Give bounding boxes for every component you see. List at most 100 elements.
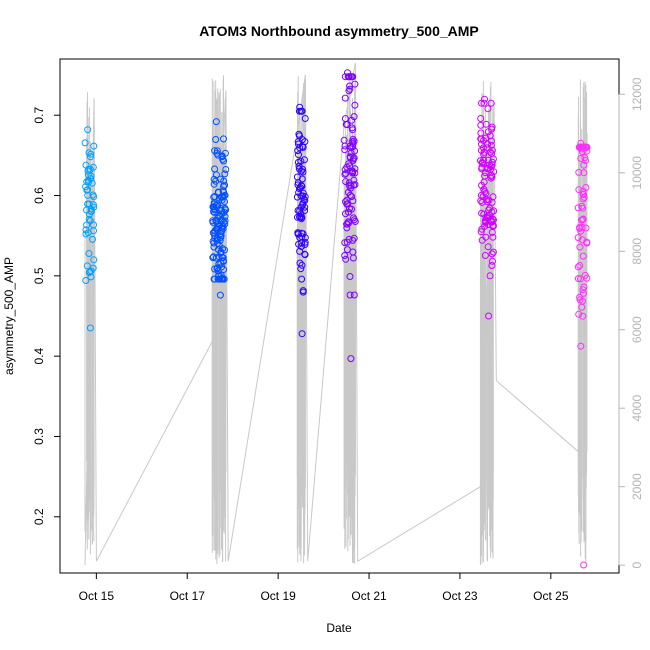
data-point xyxy=(574,234,582,242)
data-point xyxy=(210,193,218,201)
data-point xyxy=(220,157,228,165)
data-point xyxy=(350,113,358,121)
data-point xyxy=(583,147,591,155)
data-point xyxy=(293,193,301,201)
y-axis: 0.2 0.3 0.4 0.5 0.6 0.7 xyxy=(32,107,61,525)
data-point xyxy=(294,207,302,214)
data-point xyxy=(576,243,584,251)
data-point xyxy=(489,221,497,229)
data-point xyxy=(218,196,226,204)
data-point xyxy=(481,188,489,196)
data-point xyxy=(348,124,356,132)
data-point xyxy=(488,123,496,131)
data-point xyxy=(217,232,225,240)
data-point xyxy=(85,269,93,276)
data-point xyxy=(90,256,98,264)
data-point xyxy=(579,143,587,151)
data-point xyxy=(478,181,486,189)
data-point xyxy=(86,217,94,225)
data-point xyxy=(484,156,492,164)
y2-tick-label: 10000 xyxy=(630,156,644,190)
data-point xyxy=(488,171,496,179)
x-axis: Oct 15 Oct 17 Oct 19 Oct 21 Oct 23 Oct 25 xyxy=(79,572,569,603)
y-tick-label: 0.4 xyxy=(32,347,46,364)
data-point xyxy=(85,149,93,157)
data-point xyxy=(298,330,306,338)
data-point xyxy=(301,115,309,122)
data-point xyxy=(222,166,230,173)
data-point xyxy=(85,215,93,223)
data-point xyxy=(344,200,352,208)
chart-title: ATOM3 Northbound asymmetry_500_AMP xyxy=(199,23,479,39)
data-point xyxy=(215,253,223,261)
data-point xyxy=(487,141,495,149)
data-point xyxy=(221,246,228,254)
x-tick-label: Oct 23 xyxy=(442,589,478,603)
data-point xyxy=(209,237,217,245)
data-point xyxy=(298,261,306,269)
data-point xyxy=(87,208,95,215)
data-point xyxy=(482,233,490,241)
data-point xyxy=(84,176,92,184)
y2-tick-label: 2000 xyxy=(630,473,644,500)
data-point xyxy=(349,248,357,256)
data-point xyxy=(221,213,229,221)
data-point xyxy=(342,120,350,128)
data-point xyxy=(87,205,95,213)
data-point xyxy=(341,170,349,178)
data-point xyxy=(295,151,302,159)
data-point xyxy=(580,161,588,169)
data-point xyxy=(487,174,495,182)
line-series xyxy=(84,62,588,566)
plot-frame xyxy=(59,58,620,574)
data-point xyxy=(477,197,485,205)
data-point xyxy=(579,190,587,198)
y-tick-label: 0.7 xyxy=(32,107,46,124)
data-point xyxy=(220,182,227,190)
data-point xyxy=(477,228,485,236)
data-point xyxy=(487,99,495,107)
data-point xyxy=(221,170,229,178)
data-point xyxy=(574,204,582,212)
y2-tick-label: 8000 xyxy=(630,238,644,265)
data-point xyxy=(301,234,309,242)
data-point xyxy=(489,233,497,241)
data-point xyxy=(89,235,96,243)
x-tick-label: Oct 17 xyxy=(170,589,206,603)
data-point xyxy=(488,146,496,154)
data-point xyxy=(297,215,305,223)
data-point xyxy=(342,178,350,186)
data-point xyxy=(87,153,94,161)
point-series xyxy=(81,69,591,569)
data-point xyxy=(341,94,349,102)
data-point xyxy=(210,253,217,261)
data-point xyxy=(89,201,97,209)
data-point xyxy=(211,193,219,200)
y-tick-label: 0.6 xyxy=(32,187,46,204)
data-point xyxy=(341,146,349,154)
data-point xyxy=(480,151,488,159)
data-point xyxy=(576,262,584,269)
data-point xyxy=(349,169,357,177)
data-point xyxy=(351,147,359,155)
data-point xyxy=(295,189,303,196)
data-point xyxy=(347,355,355,363)
data-point xyxy=(343,224,351,232)
data-point xyxy=(87,150,95,158)
data-point xyxy=(217,175,224,183)
data-point xyxy=(83,186,91,194)
data-point xyxy=(299,230,307,238)
data-point xyxy=(294,147,302,155)
data-point xyxy=(211,147,219,155)
data-point xyxy=(84,126,92,134)
data-point xyxy=(577,155,585,162)
data-point xyxy=(295,140,302,148)
data-point xyxy=(216,236,224,244)
data-point xyxy=(299,201,306,209)
data-point xyxy=(580,561,588,569)
data-point xyxy=(90,193,98,201)
x-tick-label: Oct 21 xyxy=(351,589,387,603)
data-point xyxy=(219,245,227,253)
x-tick-label: Oct 25 xyxy=(533,589,569,603)
y-tick-label: 0.3 xyxy=(32,428,46,445)
